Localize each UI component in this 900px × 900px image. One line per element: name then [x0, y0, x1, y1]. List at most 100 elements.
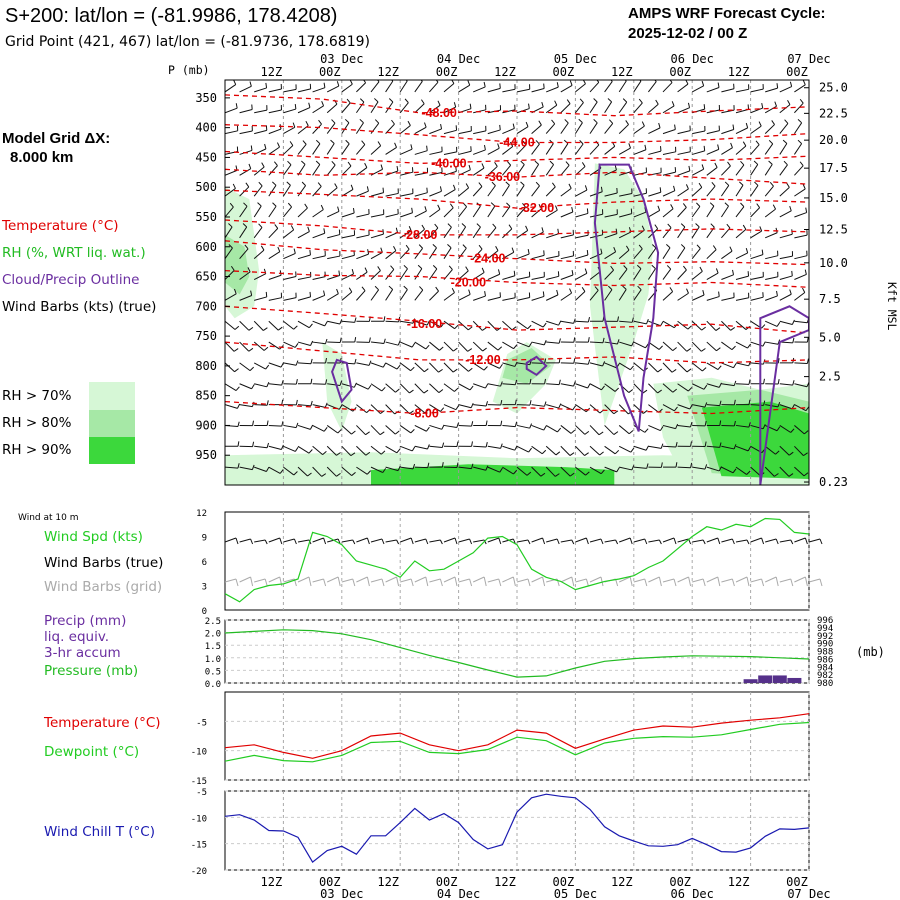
precip-ytick-2.0: 2.0 [205, 630, 221, 640]
wind-barb-7-12 [399, 226, 412, 239]
wind-barb-3-15 [443, 146, 458, 155]
sfc-wind-barb-29 [648, 539, 662, 545]
pressure-tick-550: 550 [195, 210, 217, 224]
wind-barb-17-32 [692, 441, 707, 447]
wind-barb-6-8 [341, 207, 355, 218]
wind-barb-17-0 [225, 441, 240, 447]
wind-barb-7-9 [356, 230, 370, 239]
wind-barb-18-1 [239, 464, 255, 471]
wind-barb-1-38 [779, 100, 791, 114]
wind-barb-10-28 [633, 285, 642, 301]
wind-barb-4-33 [706, 162, 718, 176]
height-tick-3: 17.5 [819, 161, 848, 175]
wind-barb-2-26 [604, 119, 614, 134]
wind-barb-5-31 [677, 184, 689, 197]
wind-barb-2-17 [473, 125, 487, 135]
wind-barb-14-10 [370, 383, 386, 392]
wind-barb-11-31 [677, 320, 692, 330]
wind-barb-6-38 [779, 205, 792, 218]
wind-barb-6-3 [268, 202, 277, 218]
wind-barb-12-27 [619, 341, 635, 347]
wind-barb-15-40 [808, 404, 809, 406]
wind-barb-18-13 [414, 462, 430, 469]
wind-barb-14-21 [531, 378, 546, 385]
wind-barb-2-39 [793, 119, 803, 134]
wind-barb-8-0 [225, 244, 233, 259]
wind-barb-13-34 [721, 362, 737, 369]
top-hour-label-7: 00Z [669, 65, 691, 79]
wind-barb-1-22 [545, 100, 558, 114]
wind-barb-15-2 [254, 400, 269, 406]
wind-barb-18-28 [633, 463, 649, 469]
top-date-label-4: 07 Dec [787, 52, 830, 66]
wind-barb-17-26 [604, 445, 620, 455]
wind-barb-8-28 [633, 244, 643, 260]
wind-barb-8-5 [297, 249, 311, 260]
wind-barb-12-31 [677, 341, 692, 352]
bottom-hour-label-5: 00Z [553, 875, 575, 889]
wind-barb-6-2 [253, 202, 262, 218]
wind-barb-0-29 [648, 80, 657, 93]
isotherm--32 [225, 189, 809, 209]
wind-barb-9-27 [618, 265, 628, 280]
wind-barb-8-22 [546, 251, 560, 260]
wind-speed-line [224, 517, 810, 603]
wind-barb-11-22 [546, 320, 562, 326]
wind-barb-2-28 [633, 121, 645, 135]
wind-barb-6-14 [429, 204, 441, 218]
wind-barb-0-20 [516, 84, 531, 93]
wind-barb-6-13 [414, 206, 427, 218]
top-hour-label-2: 12Z [377, 65, 399, 79]
forecast-cycle-date: 2025-12-02 / 00 Z [628, 25, 747, 42]
height-tick-10: 0.23 [819, 475, 848, 489]
wind-barb-10-15 [443, 287, 455, 301]
wind-barb-4-32 [691, 164, 705, 176]
wind-barb-18-32 [692, 464, 708, 470]
wind-barb-16-23 [560, 425, 576, 434]
wind-barb-3-28 [633, 144, 647, 155]
wind-barb-17-31 [677, 441, 692, 447]
chill-ytick--20: -20 [191, 867, 207, 877]
wind-barb-14-30 [662, 383, 678, 393]
wind-barb-5-26 [604, 187, 618, 197]
wind-barb-9-10 [370, 266, 381, 280]
wind-barb-6-4 [283, 202, 292, 218]
wind-barb-7-0 [225, 223, 233, 239]
wind-barb-16-9 [356, 425, 370, 436]
sfc-wind-barb-grid-29 [648, 576, 662, 587]
wind-barb-11-10 [370, 316, 386, 322]
wind-barb-1-4 [283, 104, 297, 114]
wind-barb-13-33 [706, 362, 722, 370]
wind-barb-0-2 [254, 82, 268, 93]
temp-ytick--15: -15 [191, 777, 207, 787]
legend-temperature-sfc: Temperature (°C) [43, 715, 161, 731]
wind-barb-7-19 [502, 224, 513, 239]
wind-barb-16-29 [648, 424, 664, 432]
wind-barb-13-23 [560, 358, 576, 364]
wind-barb-8-32 [691, 244, 701, 259]
cloud-outline-2 [331, 358, 353, 404]
wind-barb-0-35 [735, 84, 750, 93]
wind-barb-7-4 [283, 225, 295, 239]
wind-barb-17-23 [560, 445, 575, 456]
wind-barb-9-33 [706, 268, 719, 280]
wind-barb-18-20 [516, 466, 532, 476]
wind-barb-10-20 [516, 292, 531, 301]
wind-barb-17-21 [531, 445, 547, 455]
wind-barb-8-36 [750, 249, 764, 260]
wind-barb-9-23 [560, 270, 574, 280]
wind-barb-3-32 [692, 145, 706, 155]
wind-barb-6-19 [501, 202, 511, 218]
wind-barb-4-31 [677, 165, 691, 176]
top-hour-label-9: 00Z [786, 65, 808, 79]
sfc-wind-barb-39 [794, 537, 808, 545]
wind10-label: Wind at 10 m [18, 513, 78, 523]
wind-barb-6-26 [604, 209, 618, 218]
wind-barb-13-24 [575, 359, 591, 365]
wind-barb-11-15 [443, 320, 459, 330]
sfc-wind-barb-grid-11 [385, 576, 400, 587]
wind-barb-16-39 [794, 425, 809, 435]
wind-barb-14-33 [706, 382, 722, 388]
isotherm--28 [225, 219, 809, 236]
wind-barb-3-33 [706, 144, 720, 155]
